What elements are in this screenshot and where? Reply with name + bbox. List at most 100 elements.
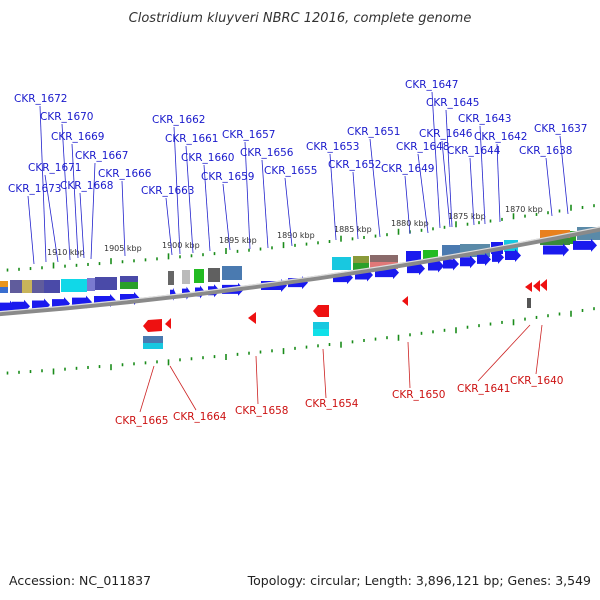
leader-line [431, 91, 441, 229]
gene-label[interactable]: CKR_1673 [8, 183, 61, 195]
leader-line [222, 183, 231, 251]
gene-label[interactable]: CKR_1662 [152, 114, 205, 126]
gene-label[interactable]: CKR_1656 [240, 147, 294, 159]
annotation-box [143, 343, 163, 349]
leader-line [79, 192, 85, 259]
gene-arrow [477, 252, 491, 266]
annotation-box [313, 322, 329, 329]
leader-line [407, 341, 411, 389]
leader-line [559, 135, 569, 215]
leader-line [369, 138, 381, 238]
gene-label[interactable]: CKR_1649 [381, 163, 434, 175]
gene-label[interactable]: CKR_1643 [458, 113, 511, 125]
gene-label[interactable]: CKR_1637 [534, 123, 587, 135]
gene-label[interactable]: CKR_1655 [264, 165, 317, 177]
gene-label[interactable]: CKR_1657 [222, 129, 275, 141]
gene-label[interactable]: CKR_1651 [347, 126, 400, 138]
gene-label[interactable]: CKR_1661 [165, 133, 218, 145]
kbp-label: 1880 kbp [391, 219, 429, 228]
gene-CKR_1664[interactable] [165, 318, 171, 329]
leader-line [284, 177, 293, 247]
kbp-label: 1905 kbp [104, 244, 142, 253]
kbp-label: 1890 kbp [277, 231, 315, 240]
gene-label[interactable]: CKR_1665 [115, 415, 168, 427]
leader-line [121, 180, 126, 257]
leader-line [185, 145, 194, 254]
gene-label[interactable]: CKR_1640 [510, 375, 563, 387]
gene-label[interactable]: CKR_1660 [181, 152, 234, 164]
leader-line [477, 324, 531, 382]
gene-CKR_1665[interactable] [143, 319, 162, 332]
gene-label[interactable]: CKR_1668 [60, 180, 113, 192]
gene-label[interactable]: CKR_1638 [519, 145, 572, 157]
gene-label[interactable]: CKR_1667 [75, 150, 128, 162]
leader-line [322, 348, 327, 399]
gene-CKR_1650[interactable] [402, 296, 408, 306]
inner-tick-ring [6, 307, 595, 375]
gene-label[interactable]: CKR_1666 [98, 168, 152, 180]
leader-line [203, 164, 211, 252]
accession-text: Accession: NC_011837 [9, 573, 152, 588]
gene-label[interactable]: CKR_1645 [426, 97, 479, 109]
kbp-scale: 1910 kbp 1905 kbp 1900 kbp 1895 kbp 1890… [47, 205, 543, 257]
gene-label[interactable]: CKR_1647 [405, 79, 458, 91]
gene-label[interactable]: CKR_1652 [328, 159, 381, 171]
genome-backbone [0, 226, 600, 317]
gene-label[interactable]: CKR_1642 [474, 131, 527, 143]
gene-label[interactable]: CKR_1658 [235, 405, 288, 417]
leader-line [545, 157, 553, 217]
leader-line [417, 153, 429, 234]
gene-label[interactable]: CKR_1664 [173, 411, 227, 423]
leader-line [261, 159, 269, 249]
leader-line [139, 365, 155, 413]
gene-arrow [505, 248, 521, 262]
gene-label[interactable]: CKR_1669 [51, 131, 104, 143]
leader-line [255, 355, 259, 405]
leader-line [173, 126, 181, 255]
reverse-gene-track [143, 279, 547, 349]
map-title: Clostridium kluyveri NBRC 12016, complet… [129, 11, 472, 26]
forward-gene-labels: CKR_1672 CKR_1670 CKR_1669 CKR_1667 CKR_… [8, 79, 587, 197]
kbp-label: 1910 kbp [47, 248, 85, 257]
topology-text: Topology: circular; Length: 3,896,121 bp… [247, 573, 591, 588]
gene-arrow [543, 243, 569, 257]
gene-label[interactable]: CKR_1654 [305, 398, 359, 410]
leader-line [329, 153, 337, 241]
gene-label[interactable]: CKR_1641 [457, 383, 510, 395]
gene-arrow [492, 250, 504, 264]
gene-label[interactable]: CKR_1648 [396, 141, 449, 153]
gene-arrow [443, 257, 459, 271]
gene-label[interactable]: CKR_1650 [392, 389, 445, 401]
gene-label[interactable]: CKR_1663 [141, 185, 194, 197]
leader-line [479, 125, 486, 225]
gene-arrow [460, 255, 476, 269]
gene-label[interactable]: CKR_1671 [28, 162, 81, 174]
gene-label[interactable]: CKR_1644 [447, 145, 501, 157]
gene-CKR_1658[interactable] [248, 312, 256, 324]
leader-line [165, 197, 173, 256]
leader-line [61, 123, 71, 261]
gene-label[interactable]: CKR_1653 [306, 141, 359, 153]
gene-label[interactable]: CKR_1670 [40, 111, 93, 123]
gene-label[interactable]: CKR_1672 [14, 93, 67, 105]
leader-line [535, 324, 543, 375]
outer-tick-ring [6, 204, 595, 272]
gene-CKR_1654[interactable] [313, 305, 329, 317]
kbp-label: 1875 kbp [448, 212, 486, 221]
leader-line [469, 157, 475, 226]
leader-line [244, 141, 251, 250]
kbp-label: 1900 kbp [162, 241, 200, 250]
gene-arrow [573, 238, 597, 252]
leader-line [27, 195, 35, 265]
leader-line [71, 143, 79, 259]
leader-line [44, 174, 59, 263]
leader-line [496, 143, 501, 223]
annotation-box [143, 336, 163, 343]
gene-CKR_1640[interactable] [533, 280, 540, 292]
annotation-box [313, 329, 329, 336]
gene-label[interactable]: CKR_1659 [201, 171, 254, 183]
kbp-label: 1895 kbp [219, 236, 257, 245]
gene-label[interactable]: CKR_1646 [419, 128, 473, 140]
gene-CKR_1641[interactable] [525, 282, 532, 292]
reverse-gene-labels: CKR_1665 CKR_1664 CKR_1658 CKR_1654 CKR_… [115, 375, 563, 427]
